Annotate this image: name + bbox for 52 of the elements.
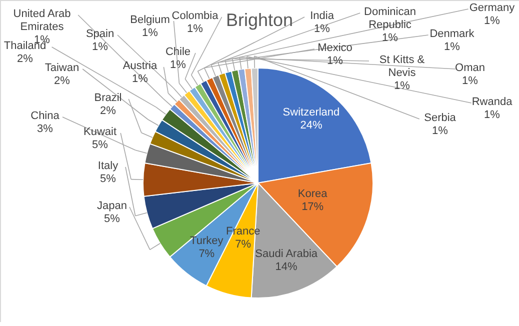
data-label: 7% [198,248,215,260]
slice-label: Saudi Arabia [255,248,318,260]
slice-label: Oman [455,62,485,74]
slice-label: Dominican Republic [364,6,416,31]
data-label: 14% [275,260,298,273]
data-label: 2% [54,75,70,87]
data-label: 5% [100,173,116,185]
data-label: 1% [394,80,410,92]
slice-label: Switzerland [282,106,340,119]
data-label: 24% [300,120,322,132]
chart-title: Brighton [226,10,294,30]
data-label: 1% [484,109,500,121]
slice-label: Italy [98,160,119,172]
data-label: 2% [17,53,34,65]
slice-label: Colombia [172,10,220,22]
data-label: 1% [432,125,448,137]
slice-label: India [310,10,335,22]
data-label: 1% [314,23,330,35]
data-label: 5% [92,139,108,151]
slice-label: Belgium [130,14,170,26]
data-label: 1% [187,23,204,35]
slice-label: Turkey [190,234,224,247]
slice-label: Chile [165,46,191,58]
slice-label: Korea [298,188,328,200]
slice-label: China [30,110,60,122]
slice-label: Brazil [94,92,122,104]
slice-label: Denmark [430,28,475,40]
data-label: 1% [132,73,148,85]
data-label: 2% [100,105,116,117]
slice-label: Serbia [424,112,457,124]
data-label: 5% [104,213,120,225]
data-label: 1% [92,41,108,53]
data-label: 1% [444,41,460,53]
data-label: 17% [302,201,324,214]
slice-label: Taiwan [44,62,80,74]
slice-label: Kuwait [83,126,117,138]
data-label: 3% [37,123,54,135]
slice-label: Rwanda [472,96,514,108]
slice-label: Austria [122,60,158,72]
data-label: 1% [170,59,186,71]
data-label: 1% [327,55,344,67]
slice-label: Japan [97,200,127,212]
slice-label: Germany [469,2,516,14]
data-label: 1% [382,32,398,44]
data-label: 7% [235,238,252,251]
data-label: 1% [142,27,158,39]
data-label: 1% [484,15,500,27]
data-label: 1% [462,75,478,87]
slice-label: United Arab Emirates [13,8,71,33]
slice-label: Mexico [318,42,352,54]
slice-label: Spain [86,28,114,40]
slice-label: St Kitts & Nevis [379,54,426,79]
